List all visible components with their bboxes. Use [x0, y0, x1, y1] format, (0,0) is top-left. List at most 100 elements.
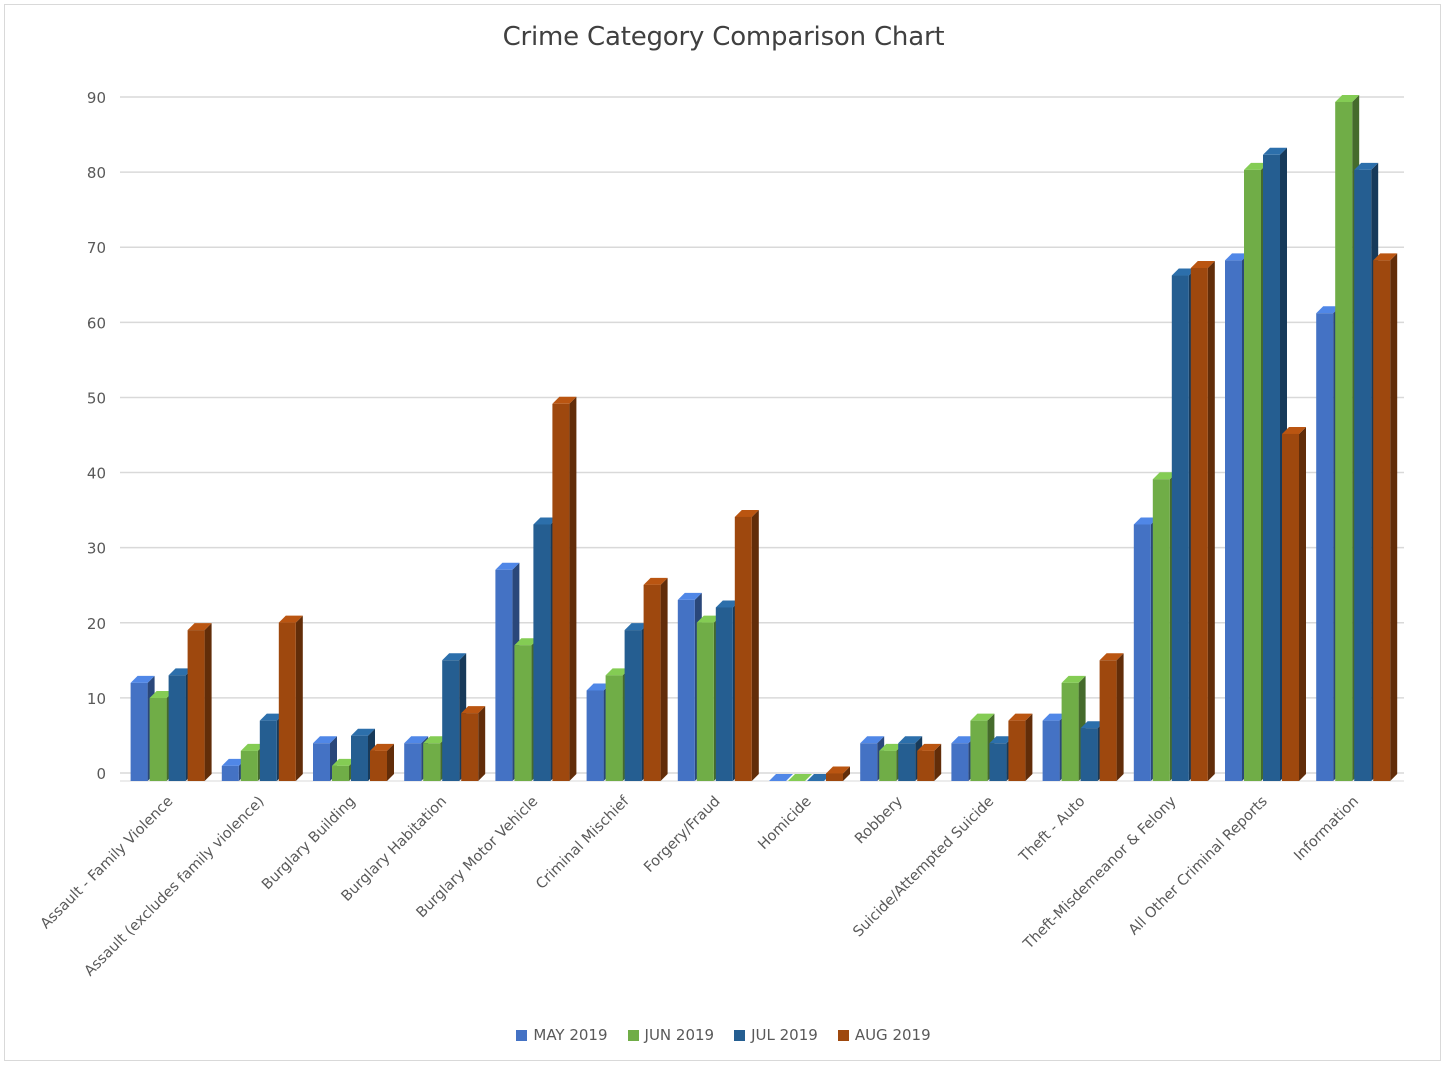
bar-top [970, 713, 995, 721]
bar-top [643, 577, 668, 585]
legend-swatch [627, 1029, 639, 1041]
y-tick-label: 70 [87, 239, 106, 257]
bar-front [351, 735, 368, 781]
bar [860, 736, 885, 781]
bar-front [860, 743, 878, 781]
bar-top [1225, 253, 1249, 261]
legend-swatch [837, 1029, 849, 1041]
bar [807, 774, 831, 782]
bar-top [696, 615, 721, 623]
bar-front [1152, 479, 1170, 781]
bar-top [130, 675, 155, 683]
chart-title: Crime Category Comparison Chart [502, 22, 945, 52]
bar-top [826, 766, 850, 774]
bar-front [514, 645, 532, 781]
bar-side [843, 766, 850, 781]
y-tick-label: 90 [87, 89, 106, 107]
bar-top [917, 743, 942, 751]
bar-front [1008, 720, 1026, 781]
legend-item: AUG 2019 [837, 1026, 931, 1044]
bar-front [404, 743, 422, 781]
y-tick-label: 0 [96, 765, 106, 783]
bar-top [1335, 95, 1360, 102]
bar [788, 774, 812, 782]
bar [826, 766, 850, 781]
y-tick-label: 20 [87, 615, 106, 633]
bar [769, 774, 793, 782]
bar-front [624, 630, 642, 781]
bar-top [1373, 253, 1398, 261]
bar-front [951, 743, 969, 781]
bar [461, 706, 486, 781]
bar-top [240, 743, 265, 751]
bar-top [1080, 721, 1105, 729]
bar [1282, 426, 1306, 781]
bar-front [423, 743, 441, 781]
bar-front [643, 584, 661, 781]
bar-top [1042, 713, 1067, 721]
y-tick-label: 80 [87, 164, 106, 182]
bar-top [1316, 306, 1341, 314]
bar-top [860, 736, 885, 744]
legend-label: AUG 2019 [854, 1026, 931, 1044]
bar-top [788, 774, 812, 781]
bar-front [552, 403, 570, 781]
bar-side [478, 706, 486, 781]
bar-front [1335, 102, 1353, 781]
y-tick-label: 40 [87, 465, 106, 483]
legend-item: MAY 2019 [516, 1026, 608, 1044]
bar-top [423, 736, 448, 744]
y-tick-label: 30 [87, 540, 106, 558]
bar-top [351, 728, 375, 736]
legend-label: JUL 2019 [751, 1026, 818, 1044]
bar-front [1244, 169, 1261, 781]
bar-top [221, 758, 246, 766]
bar-front [149, 698, 167, 781]
bar-top [370, 743, 394, 751]
bar-front [187, 630, 205, 781]
y-tick-label: 60 [87, 314, 106, 332]
x-category-label: Forgery/Fraud [641, 794, 723, 876]
bar-front [442, 660, 460, 781]
bar-side [1025, 713, 1033, 781]
bar-front [677, 599, 695, 781]
bar-front [370, 750, 387, 781]
bar-top [1008, 713, 1033, 721]
bar [552, 396, 577, 781]
x-category-label: Burglary Habitation [339, 794, 450, 905]
bar-top [1171, 268, 1196, 276]
bar-front [259, 720, 277, 781]
y-tick-label: 50 [87, 389, 106, 407]
bar-front [917, 750, 935, 781]
bar-top [1354, 162, 1379, 170]
bar-front [826, 773, 843, 781]
bar [643, 577, 668, 781]
bar-front [715, 607, 733, 781]
bar-front [313, 743, 330, 781]
bar-front [898, 743, 916, 781]
bar-top [1133, 517, 1158, 525]
legend: MAY 2019 JUN 2019 JUL 2019 AUG 2019 [0, 1026, 1447, 1044]
bar-top [313, 736, 337, 744]
bar [187, 623, 212, 781]
legend-label: JUN 2019 [644, 1026, 715, 1044]
y-axis-ticks: 0 10 20 30 40 50 60 70 80 90 [87, 89, 106, 783]
bar-front [278, 622, 296, 781]
bars [130, 95, 1398, 782]
bar-top [149, 691, 174, 699]
bar-side [934, 743, 942, 781]
bar-top [514, 638, 539, 646]
bar [278, 615, 303, 781]
bar-front [1080, 728, 1098, 781]
bar-front [1061, 682, 1079, 781]
bar-side [1207, 260, 1215, 781]
bar-top [807, 774, 831, 781]
bar-front [1171, 275, 1189, 781]
bar-top [677, 592, 702, 600]
bar-side [295, 615, 303, 781]
bar-front [586, 690, 604, 781]
bar-front [605, 675, 623, 781]
bar-top [168, 668, 193, 676]
bar-top [586, 683, 611, 691]
bar-top [1099, 653, 1124, 661]
